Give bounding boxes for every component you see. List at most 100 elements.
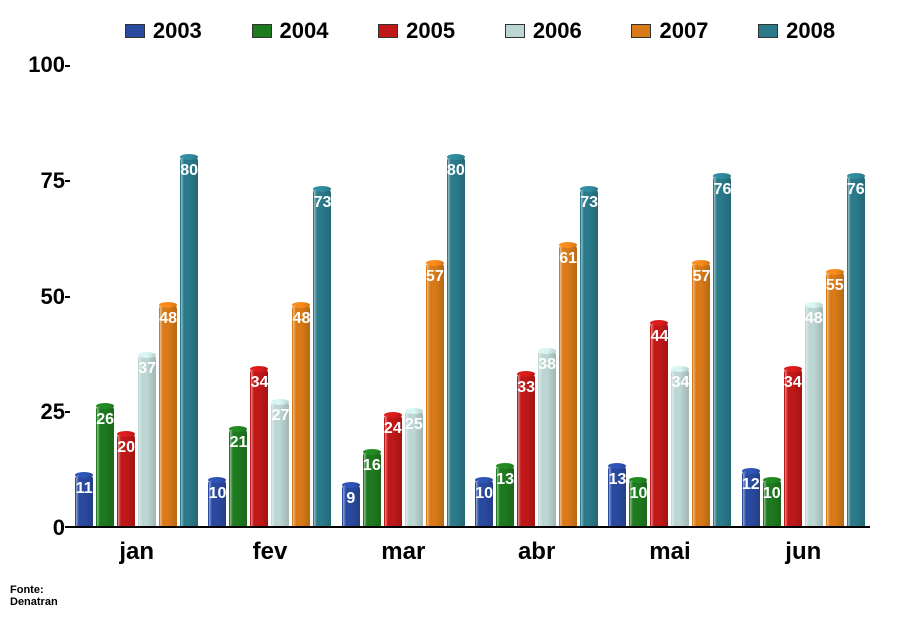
- x-axis-label: mar: [381, 538, 425, 566]
- bar: 38: [538, 351, 556, 526]
- legend-label: 2007: [659, 18, 708, 44]
- y-tick-label: 100: [20, 52, 65, 78]
- y-axis: 0255075100: [20, 65, 65, 528]
- y-tick-mark: [65, 65, 70, 67]
- bar: 12: [742, 471, 760, 526]
- y-tick-mark: [65, 296, 70, 298]
- bar: 34: [784, 369, 802, 526]
- bar-value-label: 33: [517, 379, 535, 397]
- bar-value-label: 9: [346, 490, 355, 508]
- bar-value-label: 61: [559, 250, 577, 268]
- bar: 11: [75, 475, 93, 526]
- legend-label: 2004: [280, 18, 329, 44]
- legend-swatch: [505, 24, 525, 38]
- bar: 9: [342, 485, 360, 526]
- legend-item: 2006: [505, 18, 582, 44]
- bar-value-label: 44: [651, 328, 669, 346]
- plot-area: 112620374880jan102134274873fev9162425578…: [70, 65, 870, 528]
- bar: 10: [629, 480, 647, 526]
- bar: 10: [763, 480, 781, 526]
- bar-value-label: 57: [426, 268, 444, 286]
- legend-swatch: [252, 24, 272, 38]
- bar: 48: [292, 305, 310, 526]
- legend-label: 2003: [153, 18, 202, 44]
- bar-value-label: 20: [117, 439, 135, 457]
- bar: 10: [475, 480, 493, 526]
- legend: 2003 2004 2005 2006 2007 2008: [100, 18, 860, 44]
- legend-item: 2004: [252, 18, 329, 44]
- bar: 16: [363, 452, 381, 526]
- bar: 37: [138, 355, 156, 526]
- bar-value-label: 21: [230, 434, 248, 452]
- bar-value-label: 27: [272, 407, 290, 425]
- bar-value-label: 10: [475, 485, 493, 503]
- bar: 20: [117, 434, 135, 526]
- bar: 34: [671, 369, 689, 526]
- x-axis-label: jun: [785, 538, 821, 566]
- legend-item: 2005: [378, 18, 455, 44]
- y-tick-mark: [65, 411, 70, 413]
- source-value: Denatran: [10, 596, 58, 608]
- bar: 76: [847, 176, 865, 526]
- bar: 25: [405, 411, 423, 526]
- bar-value-label: 80: [447, 162, 465, 180]
- bar: 48: [159, 305, 177, 526]
- legend-label: 2008: [786, 18, 835, 44]
- bar-group: 121034485576jun: [742, 65, 865, 526]
- bar-value-label: 16: [363, 457, 381, 475]
- legend-swatch: [378, 24, 398, 38]
- legend-swatch: [631, 24, 651, 38]
- bar-value-label: 57: [693, 268, 711, 286]
- bar-group: 131044345776mai: [608, 65, 731, 526]
- bar-value-label: 12: [742, 476, 760, 494]
- x-axis-label: abr: [518, 538, 555, 566]
- bar: 73: [313, 189, 331, 526]
- bar-value-label: 11: [76, 480, 93, 498]
- bar: 24: [384, 415, 402, 526]
- legend-item: 2007: [631, 18, 708, 44]
- y-tick-label: 50: [20, 284, 65, 310]
- y-tick-mark: [65, 526, 70, 528]
- bar-groups: 112620374880jan102134274873fev9162425578…: [70, 65, 870, 526]
- bar-value-label: 34: [672, 374, 690, 392]
- bar-value-label: 25: [405, 416, 423, 434]
- bar-value-label: 10: [630, 485, 648, 503]
- legend-label: 2006: [533, 18, 582, 44]
- bar-value-label: 48: [159, 310, 177, 328]
- bar-value-label: 73: [580, 194, 598, 212]
- bar: 55: [826, 272, 844, 526]
- bar: 10: [208, 480, 226, 526]
- bar: 80: [180, 157, 198, 526]
- y-tick-label: 75: [20, 168, 65, 194]
- bar-value-label: 24: [384, 420, 402, 438]
- bar-value-label: 13: [609, 471, 627, 489]
- bar-value-label: 37: [138, 360, 156, 378]
- x-axis-label: fev: [253, 538, 288, 566]
- bar: 13: [496, 466, 514, 526]
- bar-group: 91624255780mar: [342, 65, 465, 526]
- legend-label: 2005: [406, 18, 455, 44]
- bar-value-label: 13: [496, 471, 514, 489]
- bar: 57: [426, 263, 444, 526]
- bar-value-label: 38: [538, 356, 556, 374]
- bar: 57: [692, 263, 710, 526]
- bar-value-label: 76: [847, 181, 865, 199]
- legend-swatch: [125, 24, 145, 38]
- bar: 76: [713, 176, 731, 526]
- bar-value-label: 73: [314, 194, 332, 212]
- bar-value-label: 48: [293, 310, 311, 328]
- bar-value-label: 55: [826, 277, 844, 295]
- bar-value-label: 34: [251, 374, 269, 392]
- bar-value-label: 10: [763, 485, 781, 503]
- bar: 73: [580, 189, 598, 526]
- legend-item: 2003: [125, 18, 202, 44]
- bar-value-label: 26: [96, 411, 114, 429]
- y-tick-mark: [65, 180, 70, 182]
- bar-value-label: 34: [784, 374, 802, 392]
- source-label: Fonte:: [10, 584, 44, 596]
- bar-value-label: 10: [209, 485, 227, 503]
- source-note: Fonte: Denatran: [10, 584, 58, 608]
- y-tick-label: 25: [20, 399, 65, 425]
- legend-item: 2008: [758, 18, 835, 44]
- bar-group: 112620374880jan: [75, 65, 198, 526]
